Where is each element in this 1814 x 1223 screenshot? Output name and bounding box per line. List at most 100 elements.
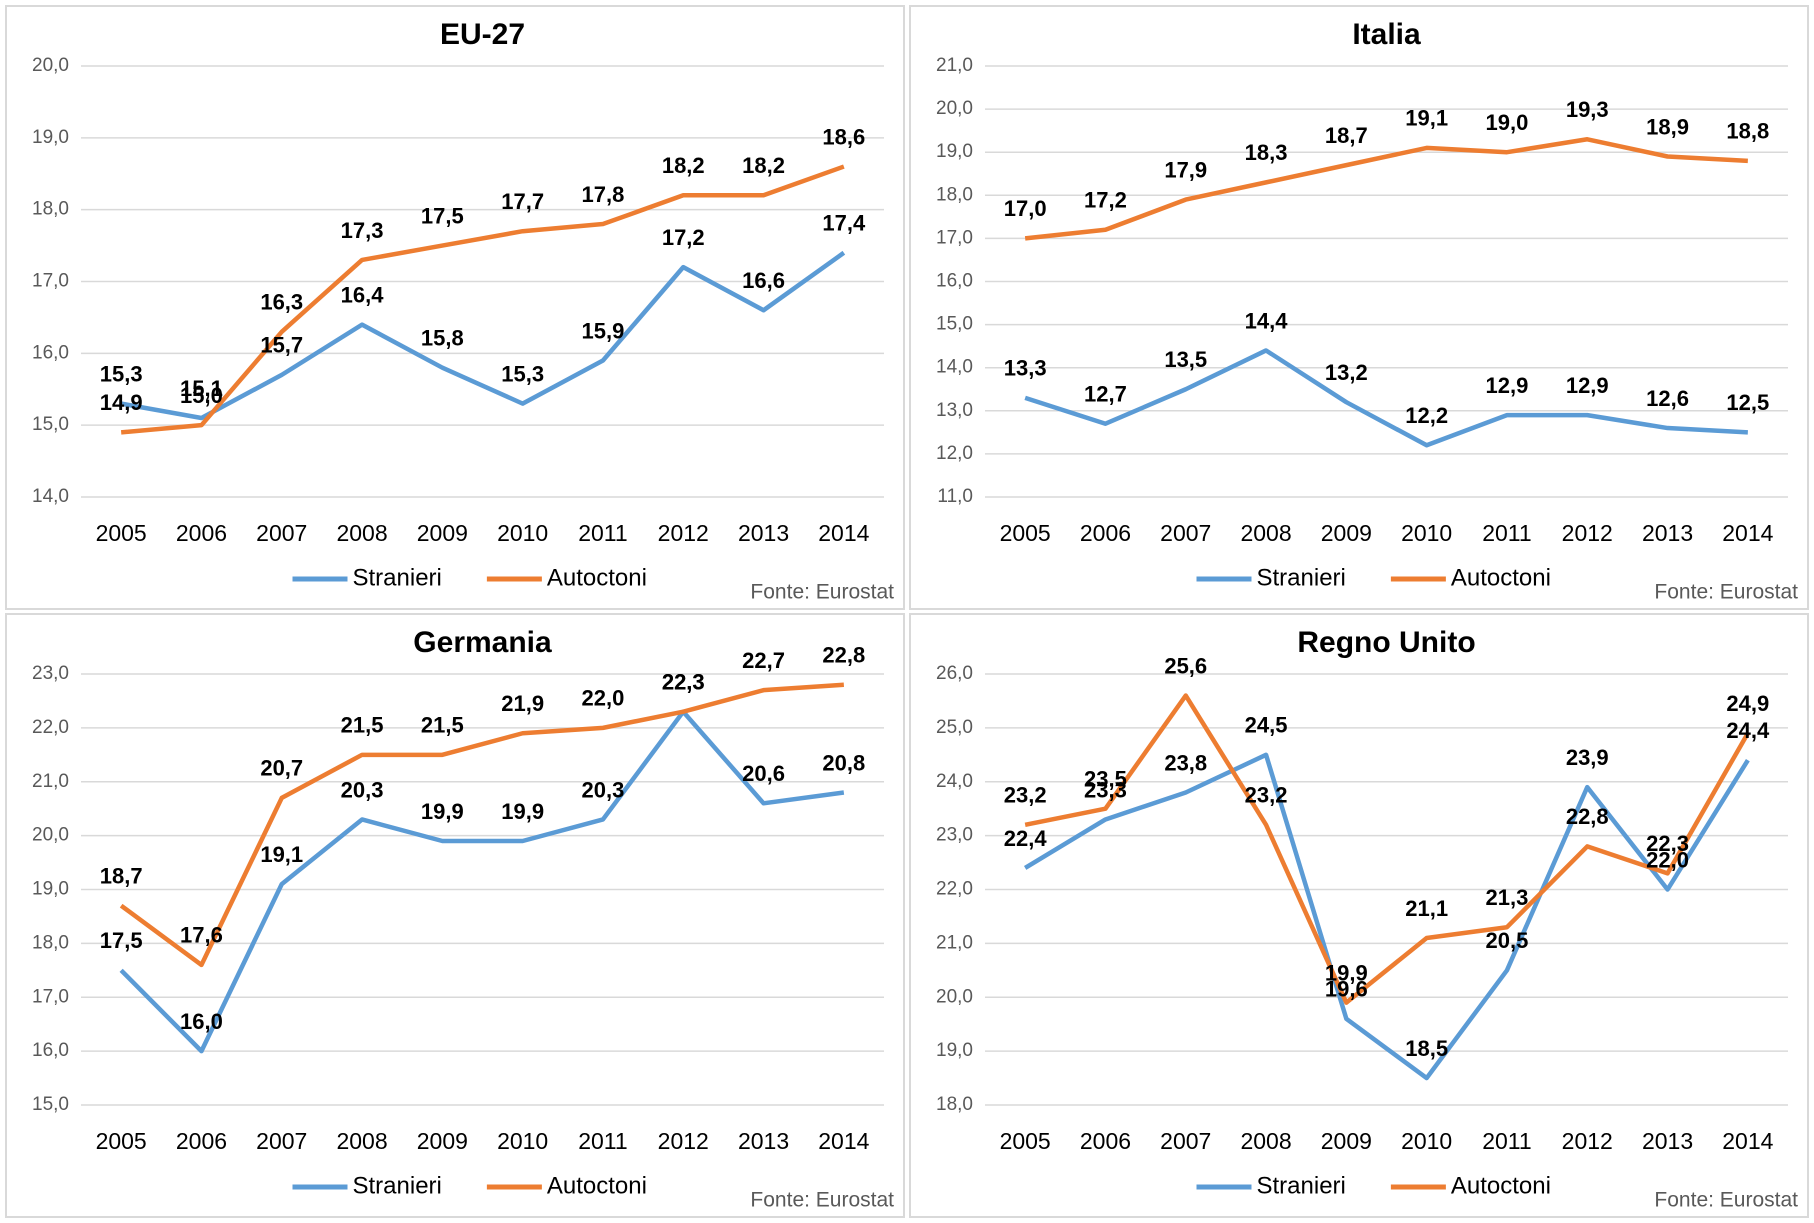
chart-title: Italia [1352,18,1421,51]
x-tick-label: 2005 [96,1128,147,1154]
data-label: 18,7 [100,863,143,888]
data-label: 20,7 [260,756,303,781]
y-tick-label: 17,0 [32,986,69,1007]
data-label: 17,0 [1004,196,1047,221]
data-label: 14,4 [1245,308,1289,333]
data-label: 22,8 [1566,804,1609,829]
data-label: 12,5 [1726,390,1769,415]
y-tick-label: 20,0 [936,98,973,119]
x-tick-label: 2007 [1160,1128,1211,1154]
legend-label: Autoctoni [547,1172,647,1199]
x-tick-label: 2011 [578,520,627,546]
panel-border [909,613,1809,1218]
x-tick-label: 2008 [1240,1128,1291,1154]
data-label: 18,2 [662,153,705,178]
data-label: 23,2 [1245,783,1288,808]
y-tick-label: 18,0 [32,932,69,953]
data-label: 18,8 [1726,119,1769,144]
x-tick-label: 2010 [1401,520,1452,546]
x-tick-label: 2010 [497,1128,548,1154]
data-label: 17,3 [341,218,384,243]
data-label: 19,9 [501,799,544,824]
data-label: 22,3 [662,670,705,695]
y-tick-label: 15,0 [32,1094,69,1115]
chart-panel: Italia 11,0 12,0 13,0 14,0 15,0 16,0 17,0 18,0 19… [909,5,1809,610]
series-line [1023,752,1750,1081]
data-label: 22,4 [1004,826,1048,851]
data-label: 18,5 [1405,1036,1448,1061]
y-tick-label: 16,0 [936,271,973,292]
x-tick-label: 2012 [1562,520,1613,546]
data-label: 19,3 [1566,97,1609,122]
data-label: 20,3 [341,777,384,802]
y-tick-label: 19,0 [32,127,69,148]
series-line [120,250,846,421]
y-tick-label: 19,0 [936,1040,973,1061]
x-tick-label: 2013 [1642,1128,1693,1154]
data-label: 13,5 [1164,347,1207,372]
chart-title: EU-27 [440,18,525,51]
data-label: 15,3 [100,361,143,386]
data-label: 19,1 [260,842,303,867]
data-label: 15,8 [421,326,464,351]
x-tick-label: 2009 [417,1128,468,1154]
data-label: 12,6 [1646,386,1689,411]
data-label: 12,7 [1084,382,1127,407]
data-label: 21,5 [421,713,464,738]
data-label: 22,0 [1646,847,1689,872]
data-label: 12,9 [1486,373,1529,398]
y-tick-label: 23,0 [936,825,973,846]
x-tick-label: 2011 [578,1128,627,1154]
data-label: 12,9 [1566,373,1609,398]
x-tick-label: 2007 [256,1128,307,1154]
y-tick-label: 22,0 [32,717,69,738]
legend-label: Autoctoni [1451,564,1551,591]
legend-label: Autoctoni [1451,1172,1551,1199]
data-label: 12,2 [1405,403,1448,428]
data-label: 15,0 [180,383,223,408]
data-label: 17,4 [822,211,866,236]
source-note: Fonte: Eurostat [750,1189,894,1212]
x-tick-label: 2011 [1482,520,1531,546]
y-tick-label: 14,0 [936,357,973,378]
x-tick-label: 2005 [1000,1128,1051,1154]
data-label: 13,2 [1325,360,1368,385]
data-label: 20,3 [582,777,625,802]
series-line [120,164,845,435]
data-label: 16,0 [180,1009,223,1034]
x-tick-label: 2014 [1722,1128,1773,1154]
data-label: 17,2 [1084,188,1127,213]
x-tick-label: 2012 [658,1128,709,1154]
chart-panel: Regno Unito 18,0 19,0 20,0 21,0 22,0 23,0 24,0 2… [909,613,1809,1218]
y-tick-label: 16,0 [32,1040,69,1061]
data-label: 24,4 [1726,718,1770,743]
data-label: 15,7 [260,333,303,358]
data-label: 21,5 [341,713,384,738]
x-tick-label: 2012 [658,520,709,546]
legend-label: Stranieri [1257,564,1346,591]
source-note: Fonte: Eurostat [750,581,894,604]
x-tick-label: 2007 [1160,520,1211,546]
data-label: 15,1 [180,376,223,401]
data-label: 23,3 [1084,777,1127,802]
data-label: 22,8 [822,643,865,668]
data-label: 15,9 [582,318,625,343]
data-label: 17,8 [582,182,625,207]
y-tick-label: 23,0 [32,663,69,684]
series-line [1024,137,1748,241]
data-label: 17,5 [100,928,143,953]
y-tick-label: 19,0 [32,879,69,900]
data-label: 18,6 [822,124,865,149]
legend-label: Autoctoni [547,564,647,591]
chart-title: Regno Unito [1297,626,1475,659]
y-tick-label: 20,0 [32,825,69,846]
data-label: 20,5 [1486,928,1529,953]
data-label: 22,7 [742,648,785,673]
data-label: 20,8 [822,750,865,775]
x-tick-label: 2009 [1321,1128,1372,1154]
data-label: 18,2 [742,153,785,178]
data-label: 16,4 [341,282,385,307]
series-line [119,682,845,968]
data-label: 17,2 [662,225,705,250]
